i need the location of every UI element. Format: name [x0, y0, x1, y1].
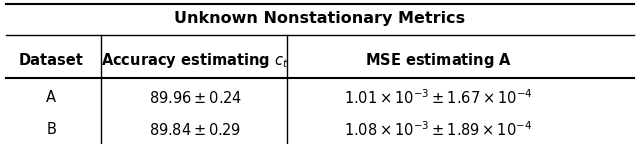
Text: Dataset: Dataset	[19, 53, 84, 68]
Text: A: A	[46, 90, 56, 105]
Text: $89.84 \pm 0.29$: $89.84 \pm 0.29$	[149, 122, 241, 138]
Text: $1.08 \times10^{-3} \pm 1.89 \times10^{-4}$: $1.08 \times10^{-3} \pm 1.89 \times10^{-…	[344, 120, 532, 139]
Text: Accuracy estimating $c_t$: Accuracy estimating $c_t$	[101, 51, 289, 70]
Text: $89.96 \pm 0.24$: $89.96 \pm 0.24$	[149, 90, 241, 106]
Text: B: B	[46, 122, 56, 137]
Text: Unknown Nonstationary Metrics: Unknown Nonstationary Metrics	[175, 11, 465, 26]
Text: MSE estimating $\mathbf{A}$: MSE estimating $\mathbf{A}$	[365, 51, 512, 70]
Text: $1.01 \times10^{-3} \pm 1.67 \times10^{-4}$: $1.01 \times10^{-3} \pm 1.67 \times10^{-…	[344, 89, 532, 107]
